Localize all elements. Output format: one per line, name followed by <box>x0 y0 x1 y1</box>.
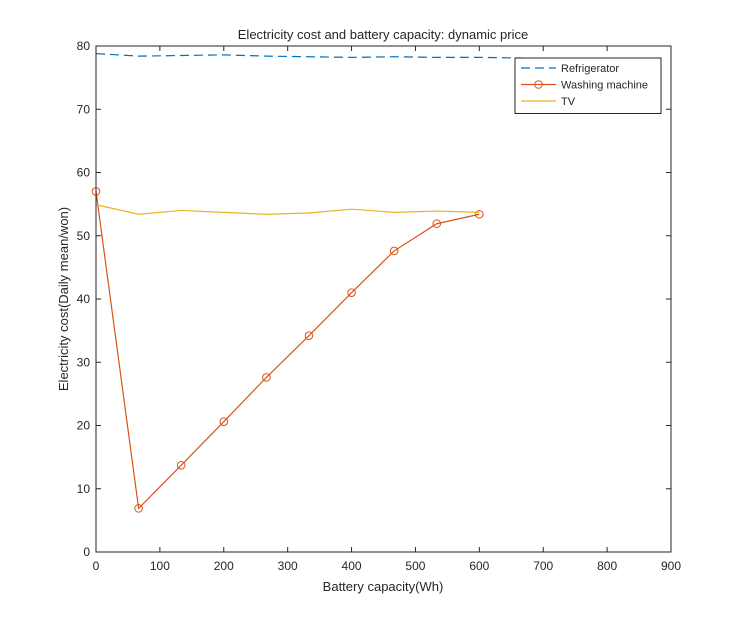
series-refrigerator <box>95 52 522 59</box>
x-tick-label: 0 <box>93 559 100 573</box>
tick-labels: 0 100 200 300 400 500 600 700 800 900 0 10 20 30 40 50 6… <box>77 39 682 573</box>
y-tick-label: 50 <box>77 229 91 243</box>
y-tick-label: 40 <box>77 292 91 306</box>
series-line <box>95 204 480 215</box>
legend-item: TV <box>521 96 576 108</box>
data-point <box>304 331 314 340</box>
series-layer <box>91 52 522 513</box>
y-axis-label: Electricity cost(Daily mean/won) <box>56 207 71 391</box>
series-line <box>95 191 480 510</box>
y-tick-label: 20 <box>77 419 91 433</box>
plot-background <box>96 46 671 552</box>
chart-title: Electricity cost and battery capacity: d… <box>238 27 528 42</box>
data-point <box>475 209 484 219</box>
y-tick-label: 10 <box>77 482 91 496</box>
legend-item: Refrigerator <box>521 63 619 75</box>
y-tick-label: 0 <box>83 545 90 559</box>
y-tick-label: 30 <box>77 355 91 369</box>
legend-label: TV <box>561 96 576 108</box>
data-point <box>219 417 229 427</box>
data-point <box>347 288 356 297</box>
x-tick-label: 400 <box>342 559 362 573</box>
x-tick-label: 700 <box>533 559 553 573</box>
y-tick-label: 80 <box>77 39 91 53</box>
x-tick-label: 500 <box>405 559 425 573</box>
data-point <box>432 219 442 229</box>
series-washing-machine <box>91 187 484 513</box>
x-axis-label: Battery capacity(Wh) <box>323 579 444 594</box>
legend-marker <box>534 80 543 89</box>
data-point <box>134 504 143 513</box>
data-point <box>389 246 399 256</box>
data-point <box>262 373 271 382</box>
y-tick-label: 70 <box>77 102 91 116</box>
legend-label: Washing machine <box>561 80 648 92</box>
x-tick-label: 300 <box>278 559 298 573</box>
x-tick-label: 200 <box>214 559 234 573</box>
legend: Refrigerator Washing machine TV <box>514 57 662 114</box>
series-tv <box>95 204 480 215</box>
x-tick-label: 100 <box>150 559 170 573</box>
x-tick-label: 800 <box>597 559 617 573</box>
x-tick-label: 900 <box>661 559 681 573</box>
plot-area <box>96 46 671 552</box>
legend-box <box>514 57 662 114</box>
y-tick-label: 60 <box>77 166 91 180</box>
legend-item: Washing machine <box>521 80 648 92</box>
legend-label: Refrigerator <box>561 63 619 75</box>
x-tick-label: 600 <box>469 559 489 573</box>
data-point <box>176 461 186 470</box>
series-line <box>95 52 522 59</box>
